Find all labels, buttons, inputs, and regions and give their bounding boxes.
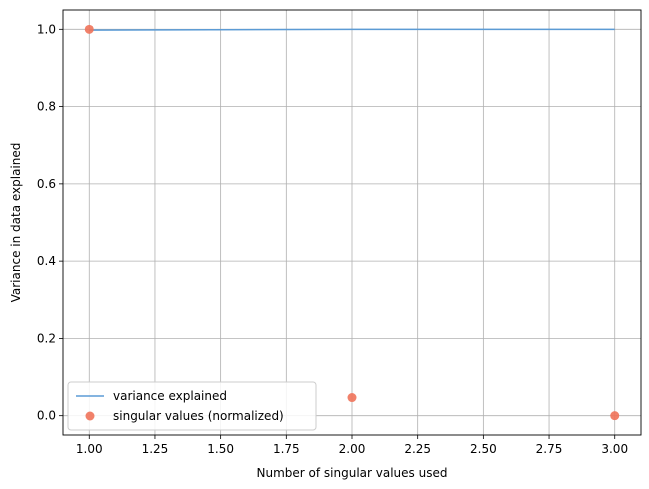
x-tick-label: 2.25	[404, 442, 431, 456]
legend-box	[67, 381, 317, 431]
x-tick-label: 3.00	[601, 442, 628, 456]
x-tick-label: 1.25	[142, 442, 169, 456]
legend-label-singular-values: singular values (normalized)	[113, 409, 284, 423]
data-point-singular-value	[610, 411, 620, 421]
series-line-variance-explained	[89, 28, 615, 31]
x-tick-label: 2.00	[339, 442, 366, 456]
data-point-singular-value	[84, 24, 94, 34]
y-axis-label: Variance in data explained	[9, 143, 23, 303]
data-point-singular-value	[347, 393, 357, 403]
x-axis-label: Number of singular values used	[257, 466, 448, 480]
x-tick-label: 1.75	[273, 442, 300, 456]
x-tick-label: 2.50	[470, 442, 497, 456]
y-tick-label: 0.6	[37, 177, 56, 191]
y-tick-label: 0.0	[37, 409, 56, 423]
y-tick-label: 0.4	[37, 254, 56, 268]
legend-label-variance: variance explained	[113, 389, 227, 403]
y-tick-label: 0.2	[37, 331, 56, 345]
y-tick-label: 0.8	[37, 100, 56, 114]
legend: variance explained singular values (norm…	[67, 381, 317, 431]
x-tick-label: 1.50	[207, 442, 234, 456]
x-tick-label: 2.75	[536, 442, 563, 456]
x-tick-label: 1.00	[76, 442, 103, 456]
legend-swatch-singular-values	[85, 411, 95, 421]
y-tick-label: 1.0	[37, 22, 56, 36]
